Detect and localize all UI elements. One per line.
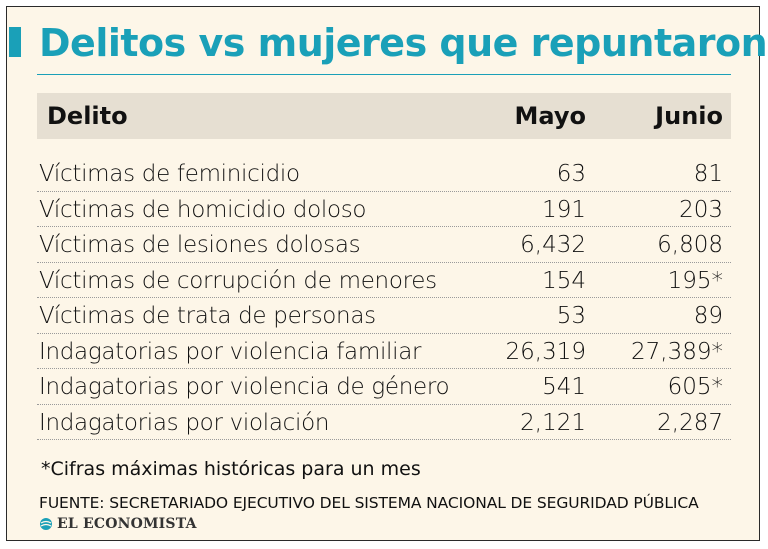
table-row: Indagatorias por violencia de género 541… (37, 369, 731, 405)
source-line: FUENTE: SECRETARIADO EJECUTIVO DEL SISTE… (39, 494, 699, 512)
table-body: Víctimas de feminicidio 63 81 Víctimas d… (37, 156, 731, 440)
cell-junio: 195* (667, 267, 723, 294)
brand-name: EL ECONOMISTA (57, 516, 197, 532)
cell-junio: 89 (693, 303, 723, 329)
cell-delito: Víctimas de homicidio doloso (39, 196, 367, 223)
cell-junio: 27,389* (631, 338, 723, 365)
table-row: Víctimas de feminicidio 63 81 (37, 156, 731, 192)
cell-mayo: 63 (556, 161, 586, 187)
cell-delito: Víctimas de corrupción de menores (39, 267, 437, 294)
cell-delito: Indagatorias por violencia de género (39, 374, 450, 400)
table-row: Víctimas de lesiones dolosas 6,432 6,808 (37, 227, 731, 263)
table-row: Víctimas de corrupción de menores 154 19… (37, 263, 731, 298)
footnote: *Cifras máximas históricas para un mes (41, 458, 421, 480)
cell-mayo: 191 (542, 196, 586, 223)
header-delito: Delito (47, 102, 128, 130)
table-row: Víctimas de trata de personas 53 89 (37, 298, 731, 334)
cell-junio: 6,808 (657, 232, 723, 258)
table-header: Delito Mayo Junio (37, 93, 731, 139)
cell-junio: 2,287 (657, 409, 723, 436)
table-row: Víctimas de homicidio doloso 191 203 (37, 192, 731, 227)
title-accent-bar (9, 27, 21, 57)
header-mayo: Mayo (514, 102, 586, 130)
cell-mayo: 541 (542, 374, 586, 400)
title-divider (37, 74, 731, 75)
cell-junio: 605* (667, 374, 723, 400)
cell-delito: Víctimas de lesiones dolosas (39, 232, 361, 258)
header-junio: Junio (655, 102, 723, 130)
cell-delito: Indagatorias por violación (39, 409, 330, 436)
table-row: Indagatorias por violencia familiar 26,3… (37, 334, 731, 369)
globe-logo-icon (40, 518, 52, 530)
cell-junio: 203 (679, 196, 723, 223)
cell-mayo: 6,432 (520, 232, 586, 258)
cell-mayo: 154 (542, 267, 586, 294)
cell-delito: Víctimas de trata de personas (39, 303, 376, 329)
infographic-card: Delitos vs mujeres que repuntaron Delito… (6, 6, 768, 541)
cell-delito: Indagatorias por violencia familiar (39, 338, 422, 365)
table-row: Indagatorias por violación 2,121 2,287 (37, 405, 731, 440)
cell-mayo: 2,121 (520, 409, 586, 436)
cell-mayo: 53 (556, 303, 586, 329)
cell-junio: 81 (693, 161, 723, 187)
cell-delito: Víctimas de feminicidio (39, 161, 300, 187)
cell-mayo: 26,319 (505, 338, 586, 365)
page-title: Delitos vs mujeres que repuntaron (39, 21, 768, 65)
brand: EL ECONOMISTA (39, 516, 197, 532)
